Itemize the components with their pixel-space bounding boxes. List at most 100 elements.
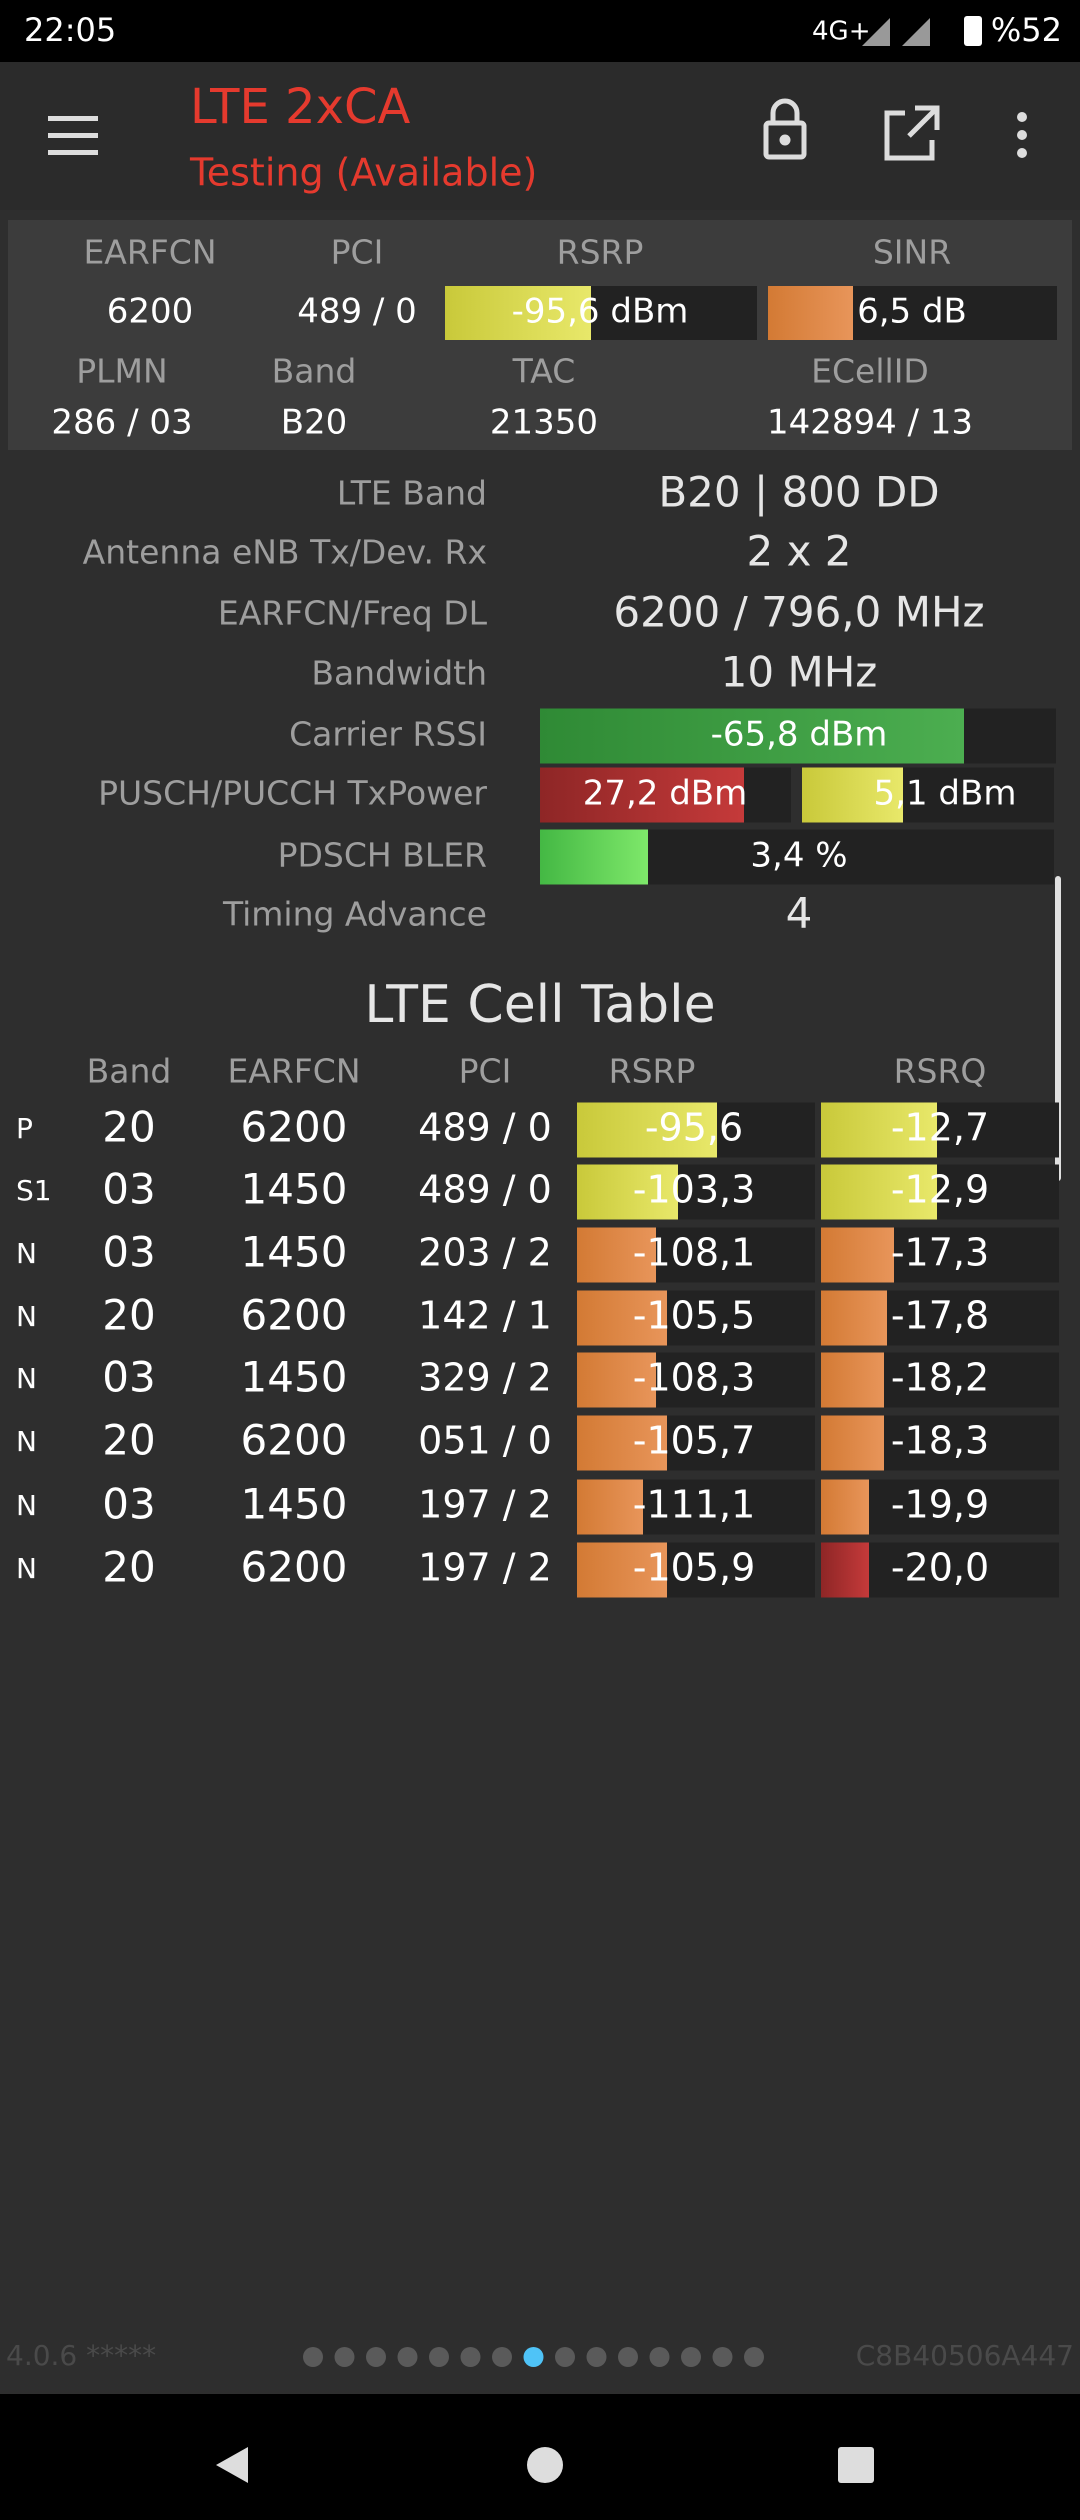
detail-value: 27,2 dBm [583, 774, 748, 814]
detail-label: Antenna eNB Tx/Dev. Rx [83, 533, 487, 572]
cell-type: N [16, 1362, 37, 1395]
cell-rsrq: -18,3 [891, 1419, 989, 1463]
detail-label: Bandwidth [311, 654, 487, 693]
summary-label: EARFCN [83, 233, 216, 272]
cell-rsrp: -105,7 [633, 1419, 756, 1463]
page-indicator[interactable] [523, 2347, 544, 2367]
summary-label: RSRP [557, 233, 644, 272]
summary-value: 286 / 03 [51, 403, 192, 443]
cell-rsrq: -17,3 [891, 1231, 989, 1275]
page-indicator[interactable] [334, 2347, 355, 2367]
bar-fill [821, 1415, 884, 1471]
cell-band: 20 [102, 1416, 155, 1465]
page-indicator[interactable] [397, 2347, 418, 2367]
summary-label: Band [272, 352, 357, 391]
bar-fill [577, 1164, 678, 1220]
table-header: RSRQ [894, 1052, 987, 1091]
summary-value: 21350 [490, 403, 598, 443]
page-indicator[interactable] [712, 2347, 733, 2367]
cell-rsrq: -19,9 [891, 1483, 989, 1527]
detail-value: 4 [786, 889, 813, 938]
bar-fill [821, 1102, 937, 1158]
cell-type: N [16, 1489, 37, 1522]
cell-earfcn: 6200 [241, 1416, 348, 1465]
bar-fill [821, 1164, 937, 1220]
cell-earfcn: 6200 [241, 1291, 348, 1340]
summary-value: 142894 / 13 [767, 403, 973, 443]
app-title: LTE 2xCA [190, 79, 411, 135]
detail-label: PDSCH BLER [278, 836, 487, 875]
table-header: EARFCN [227, 1052, 360, 1091]
cell-rsrq: -12,7 [891, 1106, 989, 1150]
cell-band: 03 [102, 1353, 155, 1402]
cell-rsrp: -105,5 [633, 1294, 756, 1338]
bar-fill [577, 1227, 656, 1283]
cell-earfcn: 1450 [241, 1165, 348, 1214]
battery-icon [964, 16, 982, 46]
cell-rsrp: -108,1 [633, 1231, 756, 1275]
page-indicator[interactable] [555, 2347, 575, 2367]
page-indicator[interactable] [681, 2347, 701, 2367]
app-bar [0, 62, 1080, 210]
bar-fill [540, 708, 964, 764]
lock-button[interactable] [763, 98, 807, 160]
cell-rsrp: -103,3 [633, 1168, 756, 1212]
network-type: 4G+ [812, 17, 870, 47]
detail-label: Carrier RSSI [289, 715, 487, 754]
detail-value: 10 MHz [721, 648, 878, 697]
device-id: C8B40506A447 [856, 2339, 1074, 2372]
page-indicator[interactable] [492, 2347, 512, 2367]
summary-value: 6200 [107, 292, 194, 332]
back-button[interactable] [216, 2447, 248, 2483]
bar-fill [821, 1227, 894, 1283]
page-indicator[interactable] [618, 2347, 638, 2367]
cell-earfcn: 6200 [241, 1103, 348, 1152]
signal-icon [862, 18, 890, 46]
cell-band: 03 [102, 1165, 155, 1214]
table-header: PCI [459, 1052, 512, 1091]
cell-type: P [16, 1112, 33, 1145]
bar-fill [821, 1542, 869, 1598]
detail-value: -65,8 dBm [711, 715, 888, 755]
detail-value: 6200 / 796,0 MHz [613, 588, 984, 637]
page-indicator[interactable] [366, 2347, 386, 2367]
summary-label: PLMN [76, 352, 167, 391]
summary-value: 6,5 dB [857, 292, 967, 332]
cell-type: N [16, 1300, 37, 1333]
clock: 22:05 [24, 11, 116, 49]
page-indicator[interactable] [744, 2347, 764, 2367]
cell-rsrq: -18,2 [891, 1356, 989, 1400]
summary-label: PCI [331, 233, 384, 272]
overflow-menu-button[interactable] [1017, 112, 1027, 158]
summary-label: TAC [512, 352, 576, 391]
open-external-button[interactable] [884, 105, 940, 161]
cell-earfcn: 1450 [241, 1353, 348, 1402]
cell-earfcn: 6200 [241, 1543, 348, 1592]
bar-fill [577, 1479, 643, 1535]
recents-button[interactable] [838, 2447, 874, 2483]
table-header: RSRP [609, 1052, 696, 1091]
detail-value: 3,4 % [750, 836, 847, 876]
bar-fill [577, 1352, 656, 1408]
cell-pci: 197 / 2 [418, 1483, 552, 1527]
page-indicator[interactable] [649, 2347, 670, 2367]
detail-label: LTE Band [337, 474, 487, 513]
app-subtitle: Testing (Available) [189, 151, 537, 195]
cell-pci: 489 / 0 [418, 1106, 552, 1150]
cell-rsrq: -17,8 [891, 1294, 989, 1338]
cell-type: N [16, 1552, 37, 1585]
bar-fill [802, 767, 903, 823]
cell-earfcn: 1450 [241, 1480, 348, 1529]
bar-fill [577, 1415, 667, 1471]
page-indicator[interactable] [460, 2347, 481, 2367]
menu-button[interactable] [48, 116, 98, 155]
page-indicator[interactable] [586, 2347, 607, 2367]
page-indicator[interactable] [303, 2347, 323, 2367]
page-indicator[interactable] [429, 2347, 449, 2367]
cell-pci: 489 / 0 [418, 1168, 552, 1212]
cell-rsrq: -12,9 [891, 1168, 989, 1212]
home-button[interactable] [527, 2447, 563, 2483]
cell-rsrp: -105,9 [633, 1546, 756, 1590]
cell-type: N [16, 1425, 37, 1458]
